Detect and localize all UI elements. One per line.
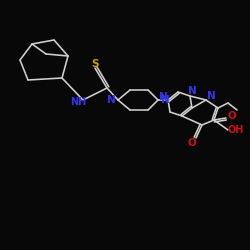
Text: N: N <box>206 91 216 101</box>
Text: NH: NH <box>70 97 86 107</box>
Text: N: N <box>106 95 116 105</box>
Text: S: S <box>91 59 99 69</box>
Text: N: N <box>188 86 196 96</box>
Text: N: N <box>159 92 168 102</box>
Text: N: N <box>160 95 170 105</box>
Text: OH: OH <box>228 125 244 135</box>
Text: O: O <box>188 138 196 148</box>
Text: O: O <box>228 111 236 121</box>
